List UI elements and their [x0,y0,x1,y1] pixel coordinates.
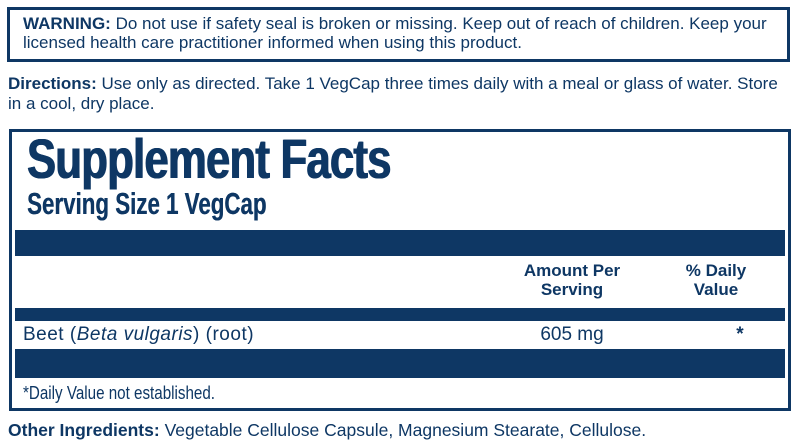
other-ingredients-label: Other Ingredients: [8,419,160,440]
serving-size: Serving Size 1 VegCap [27,185,267,221]
ingredient-species: Beta vulgaris [76,323,194,345]
divider-bar-top [15,229,785,256]
column-header-daily-value: % Daily Value [685,260,747,299]
directions-label: Directions: [8,74,97,94]
ingredient-name: Beet (Beta vulgaris) (root) [23,323,255,345]
ingredient-amount: 605 mg [540,323,604,345]
facts-table-header: Amount Per Serving % Daily Value [12,261,788,299]
warning-box: WARNING: Do not use if safety seal is br… [7,7,790,63]
warning-label: WARNING: [23,14,111,33]
divider-bar-header [15,307,785,321]
supplement-label: WARNING: Do not use if safety seal is br… [0,7,797,442]
column-header-amount: Amount Per Serving [523,260,621,299]
table-row: Beet (Beta vulgaris) (root) 605 mg * [12,321,788,349]
supplement-facts-panel: Supplement Facts Serving Size 1 VegCap A… [9,126,791,411]
other-ingredients-text: Vegetable Cellulose Capsule, Magnesium S… [164,419,647,440]
directions-text: Use only as directed. Take 1 VegCap thre… [8,74,778,113]
daily-value-footnote: *Daily Value not established. [23,381,215,403]
divider-bar-bottom [15,348,785,378]
ingredient-daily-value: * [736,323,744,345]
warning-text: Do not use if safety seal is broken or m… [23,14,767,53]
other-ingredients: Other Ingredients: Vegetable Cellulose C… [8,420,789,440]
directions: Directions: Use only as directed. Take 1… [8,74,789,113]
facts-title: Supplement Facts [27,126,392,190]
